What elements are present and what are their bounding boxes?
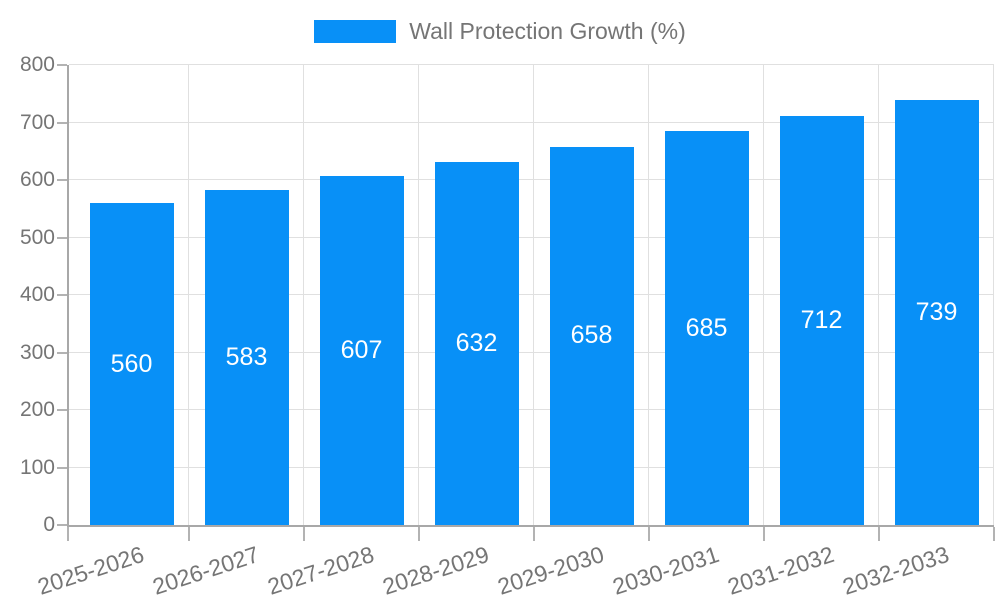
y-tick	[57, 121, 67, 124]
x-tick	[188, 527, 190, 541]
bar-value-label: 739	[915, 298, 958, 327]
y-gridline	[69, 409, 994, 410]
x-gridline	[533, 65, 534, 525]
y-tick	[57, 409, 67, 411]
y-gridline	[69, 64, 994, 65]
x-tick	[763, 527, 765, 541]
bar-value-label: 583	[225, 342, 268, 371]
y-tick-label: 400	[19, 283, 55, 306]
y-tick	[57, 524, 67, 526]
y-gridline	[69, 121, 994, 123]
y-axis-line	[67, 65, 69, 527]
bar[interactable]: 658	[549, 146, 634, 525]
bar-value-label: 560	[110, 349, 153, 378]
bar[interactable]: 560	[89, 203, 174, 525]
bar[interactable]: 607	[319, 175, 404, 525]
x-tick	[303, 527, 305, 541]
legend-item[interactable]: Wall Protection Growth (%)	[314, 18, 686, 45]
y-tick	[57, 236, 67, 239]
y-tick-label: 300	[19, 340, 55, 364]
x-gridline	[418, 65, 419, 525]
y-gridline	[69, 294, 994, 295]
bar[interactable]: 685	[664, 131, 749, 525]
bar[interactable]: 739	[894, 100, 979, 525]
y-gridline	[69, 351, 994, 353]
x-gridline	[303, 65, 304, 525]
legend: Wall Protection Growth (%)	[0, 18, 1000, 45]
bar-value-label: 685	[685, 313, 728, 342]
x-gridline	[993, 65, 994, 525]
y-tick-label: 600	[19, 168, 55, 191]
x-axis-line	[67, 525, 994, 527]
y-gridline	[69, 466, 994, 468]
y-tick	[57, 294, 67, 296]
bar-value-label: 712	[800, 305, 843, 334]
x-gridline	[763, 65, 764, 525]
x-tick	[533, 527, 535, 541]
x-gridline	[188, 65, 189, 525]
y-tick-label: 800	[19, 53, 55, 76]
y-tick	[57, 466, 67, 469]
y-tick-label: 700	[19, 110, 55, 134]
y-tick-label: 500	[19, 225, 55, 249]
y-tick	[57, 351, 67, 354]
y-gridline	[69, 236, 994, 238]
x-tick	[878, 527, 880, 541]
y-tick-label: 0	[43, 513, 55, 536]
bar-value-label: 607	[340, 335, 383, 364]
x-tick	[67, 527, 69, 541]
bar[interactable]: 712	[779, 115, 864, 525]
y-tick-label: 200	[19, 398, 55, 421]
bar-value-label: 632	[455, 328, 498, 357]
y-tick	[57, 179, 67, 181]
bar[interactable]: 632	[434, 161, 519, 525]
bar-value-label: 658	[570, 321, 613, 350]
x-tick	[648, 527, 650, 541]
x-gridline	[878, 65, 879, 525]
legend-swatch	[314, 20, 397, 43]
x-tick	[418, 527, 420, 541]
legend-label: Wall Protection Growth (%)	[409, 18, 686, 44]
y-tick	[57, 64, 67, 66]
x-gridline	[648, 65, 649, 525]
x-tick	[993, 527, 995, 541]
bar[interactable]: 583	[204, 189, 289, 525]
y-tick-label: 100	[19, 455, 55, 479]
y-gridline	[69, 179, 994, 180]
